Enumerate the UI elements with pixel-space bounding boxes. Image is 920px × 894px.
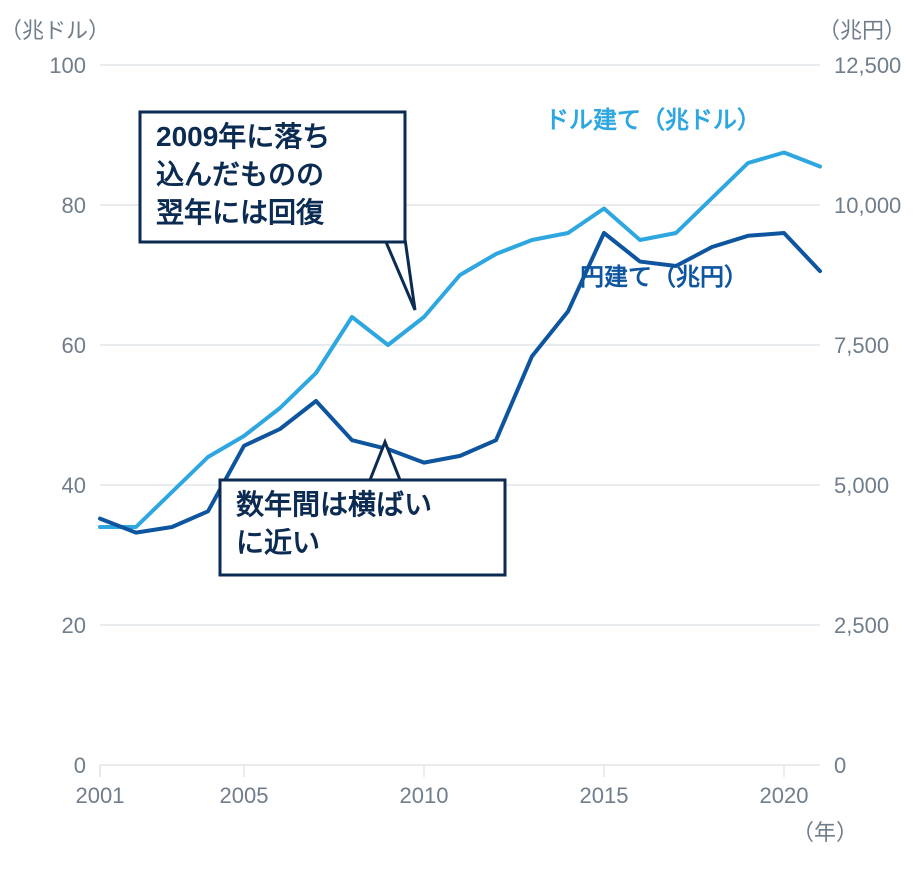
svg-text:2010: 2010 [400, 783, 449, 808]
svg-text:2005: 2005 [220, 783, 269, 808]
y-right-unit-label: （兆円） [818, 18, 906, 43]
svg-text:2015: 2015 [580, 783, 629, 808]
y-left-axis-ticks: 0 20 40 60 80 100 [49, 53, 86, 778]
svg-text:0: 0 [834, 753, 846, 778]
svg-text:80: 80 [62, 193, 86, 218]
svg-text:に近い: に近い [236, 527, 320, 558]
svg-text:0: 0 [74, 753, 86, 778]
x-axis-ticks: 2001 2005 2010 2015 2020 [76, 783, 809, 808]
svg-text:2009年に落ち: 2009年に落ち [156, 120, 330, 152]
series-jpy-label: 円建て（兆円） [580, 264, 748, 291]
svg-text:5,000: 5,000 [834, 473, 889, 498]
svg-text:2,500: 2,500 [834, 613, 889, 638]
svg-text:60: 60 [62, 333, 86, 358]
series-usd-label: ドル建て（兆ドル） [545, 107, 761, 134]
svg-text:12,500: 12,500 [834, 53, 901, 78]
svg-text:2001: 2001 [76, 783, 125, 808]
svg-text:2020: 2020 [760, 783, 809, 808]
svg-text:込んだものの: 込んだものの [156, 159, 324, 190]
svg-text:翌年には回復: 翌年には回復 [156, 196, 325, 228]
svg-text:7,500: 7,500 [834, 333, 889, 358]
svg-text:40: 40 [62, 473, 86, 498]
svg-text:20: 20 [62, 613, 86, 638]
y-right-axis-ticks: 0 2,500 5,000 7,500 10,000 12,500 [834, 53, 901, 778]
x-unit-label: （年） [792, 820, 858, 845]
svg-text:10,000: 10,000 [834, 193, 901, 218]
y-left-unit-label: （兆ドル） [0, 18, 110, 43]
chart-annotations: 2009年に落ち込んだものの翌年には回復数年間は横ばいに近い [140, 112, 505, 575]
svg-text:100: 100 [49, 53, 86, 78]
svg-text:数年間は横ばい: 数年間は横ばい [236, 488, 432, 520]
